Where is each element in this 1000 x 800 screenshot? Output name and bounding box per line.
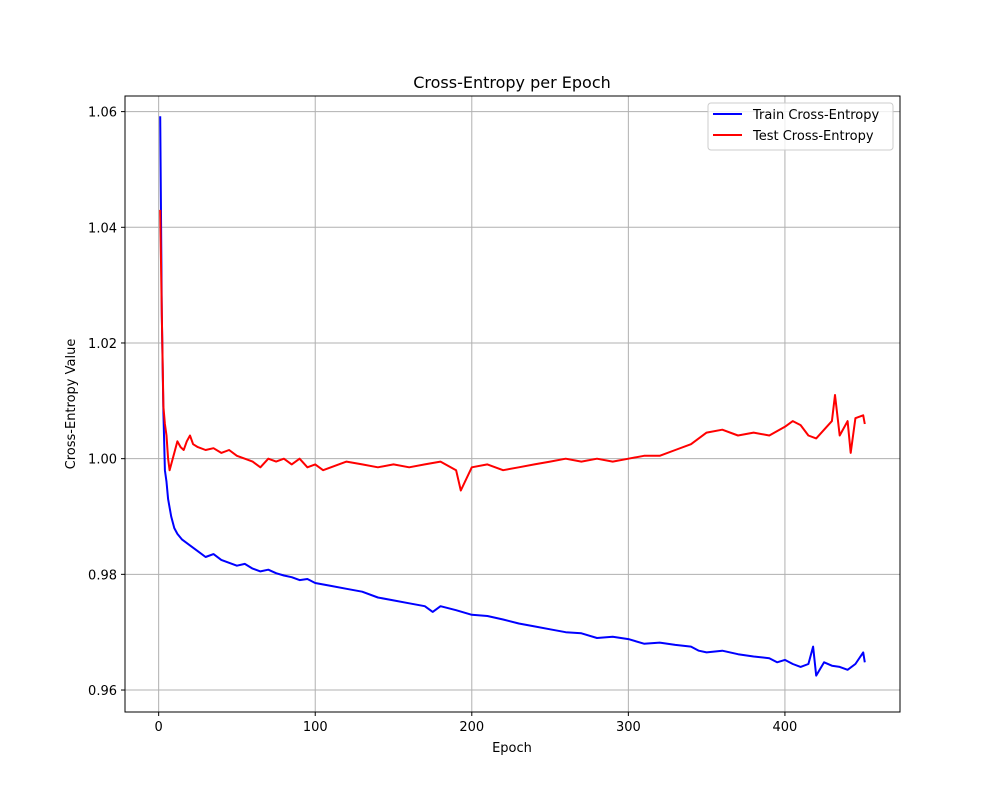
x-tick-label: 0: [155, 720, 163, 735]
test-series-line: [159, 209, 866, 492]
x-tick-label: 400: [773, 720, 798, 735]
y-tick-label: 0.98: [88, 568, 117, 583]
y-tick-label: 1.02: [88, 337, 117, 352]
y-tick-label: 1.00: [88, 453, 117, 468]
x-tick-label: 100: [303, 720, 328, 735]
ticks: 0 100 200 300 400 0.96 0.98 1.00 1.02 1.04 1.06: [88, 106, 797, 735]
y-tick-label: 1.06: [88, 106, 117, 121]
y-tick-label: 1.04: [88, 221, 117, 236]
x-tick-label: 300: [616, 720, 641, 735]
train-series-line: [159, 116, 866, 677]
x-axis-label: Epoch: [492, 741, 532, 756]
legend-box: [707, 102, 894, 151]
legend-label-train: Train Cross-Entropy: [752, 108, 879, 123]
legend: Train Cross-Entropy Test Cross-Entropy: [707, 102, 894, 151]
plot-frame: [124, 95, 901, 713]
legend-label-test: Test Cross-Entropy: [752, 129, 874, 144]
series-layer: [159, 116, 866, 677]
x-tick-label: 200: [459, 720, 484, 735]
chart-title: Cross-Entropy per Epoch: [413, 73, 611, 92]
y-axis-label: Cross-Entropy Value: [64, 339, 79, 470]
y-tick-label: 0.96: [88, 684, 117, 699]
